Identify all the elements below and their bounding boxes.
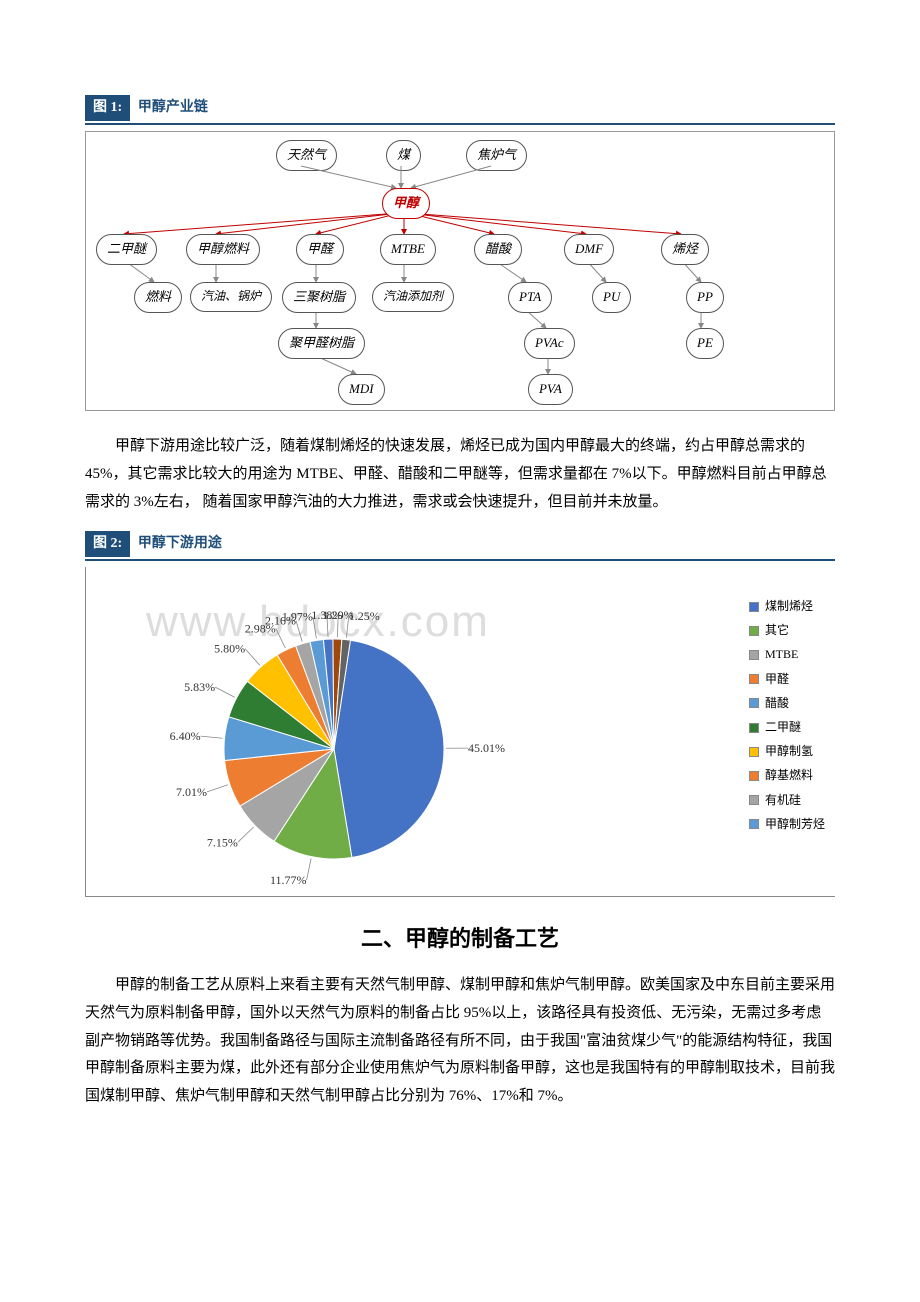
- svg-text:1.25%: 1.25%: [349, 609, 380, 623]
- node-mid4: 醋酸: [474, 234, 522, 265]
- legend-item: 甲醇制芳烃: [749, 815, 825, 834]
- figure2-title: 甲醇下游用途: [134, 536, 222, 551]
- legend-item: 煤制烯烃: [749, 597, 825, 616]
- figure2-header: 图 2: 甲醇下游用途: [85, 531, 835, 561]
- legend-item: 醋酸: [749, 694, 825, 713]
- node-mei: 煤: [386, 140, 421, 171]
- node-low2l: 聚甲醛树脂: [278, 328, 365, 359]
- svg-text:45.01%: 45.01%: [468, 741, 505, 755]
- node-low4: PTA: [508, 282, 552, 313]
- legend-item: 甲醛: [749, 670, 825, 689]
- node-low3l: MDI: [338, 374, 385, 405]
- figure2-chart: www.bdocx.com 45.01%11.77%7.15%7.01%6.40…: [85, 567, 835, 897]
- node-low2r1: PVAc: [524, 328, 575, 359]
- section2-title: 二、甲醇的制备工艺: [85, 921, 835, 956]
- node-mid6: 烯烃: [661, 234, 709, 265]
- node-mid0: 二甲醚: [96, 234, 157, 265]
- node-mid3: MTBE: [380, 234, 436, 265]
- pie-legend: 煤制烯烃其它 MTBE 甲醛醋酸二甲醚甲醇制氢醇基燃料有机硅甲醇制芳烃: [749, 597, 825, 839]
- legend-item: 有机硅: [749, 791, 825, 810]
- node-low3r: PVA: [528, 374, 573, 405]
- legend-item: 二甲醚: [749, 718, 825, 737]
- node-mid1: 甲醇燃料: [186, 234, 260, 265]
- svg-text:6.40%: 6.40%: [170, 729, 201, 743]
- legend-item: 甲醇制氢: [749, 742, 825, 761]
- node-mid5: DMF: [564, 234, 614, 265]
- figure1-header: 图 1: 甲醇产业链: [85, 95, 835, 125]
- node-mid2: 甲醛: [296, 234, 344, 265]
- legend-item: 醇基燃料: [749, 766, 825, 785]
- svg-text:5.83%: 5.83%: [184, 680, 215, 694]
- node-low5: PU: [592, 282, 631, 313]
- figure1-label: 图 1:: [85, 95, 130, 121]
- paragraph-1: 甲醇下游用途比较广泛，随着煤制烯烃的快速发展，烯烃已成为国内甲醇最大的终端，约占…: [85, 433, 835, 516]
- figure2-label: 图 2:: [85, 531, 130, 557]
- node-jiachun: 甲醇: [382, 188, 430, 219]
- node-low0: 燃料: [134, 282, 182, 313]
- figure1-diagram: 天然气 煤 焦炉气 甲醇 二甲醚 甲醇燃料 甲醛 MTBE 醋酸: [85, 131, 835, 411]
- node-tianranqi: 天然气: [276, 140, 337, 171]
- svg-text:5.80%: 5.80%: [214, 642, 245, 656]
- svg-text:7.01%: 7.01%: [176, 785, 207, 799]
- paragraph-2: 甲醇的制备工艺从原料上来看主要有天然气制甲醇、煤制甲醇和焦炉气制甲醇。欧美国家及…: [85, 972, 835, 1111]
- node-jiaoluqi: 焦炉气: [466, 140, 527, 171]
- node-low1: 汽油、锅炉: [190, 282, 272, 311]
- legend-item: MTBE: [749, 645, 825, 664]
- node-low2r2: PE: [686, 328, 724, 359]
- svg-text:7.15%: 7.15%: [207, 835, 238, 849]
- svg-text:1.97%: 1.97%: [282, 610, 313, 624]
- svg-text:11.77%: 11.77%: [270, 873, 307, 887]
- legend-item: 其它: [749, 621, 825, 640]
- node-low6: PP: [686, 282, 724, 313]
- node-low2: 三聚树脂: [282, 282, 356, 313]
- node-low3: 汽油添加剂: [372, 282, 454, 311]
- figure1-title: 甲醇产业链: [134, 100, 208, 115]
